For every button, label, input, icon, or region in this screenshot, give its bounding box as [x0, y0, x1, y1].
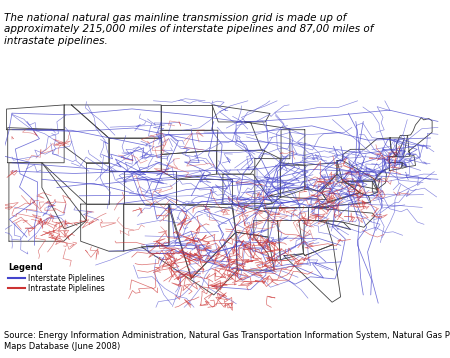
Polygon shape: [390, 138, 405, 157]
Polygon shape: [9, 163, 86, 241]
Polygon shape: [408, 118, 432, 156]
Polygon shape: [305, 163, 337, 191]
Polygon shape: [217, 150, 265, 174]
Polygon shape: [109, 138, 161, 171]
Polygon shape: [124, 171, 176, 204]
Polygon shape: [280, 165, 305, 198]
Polygon shape: [72, 105, 161, 138]
Polygon shape: [161, 130, 218, 155]
Polygon shape: [161, 105, 212, 130]
Polygon shape: [281, 130, 305, 165]
Polygon shape: [389, 162, 402, 171]
Polygon shape: [396, 135, 408, 157]
Polygon shape: [42, 163, 86, 229]
Polygon shape: [372, 181, 378, 192]
Polygon shape: [313, 193, 371, 207]
Polygon shape: [255, 159, 280, 208]
Polygon shape: [142, 204, 237, 295]
Polygon shape: [318, 221, 351, 229]
Polygon shape: [6, 105, 64, 130]
Polygon shape: [64, 105, 109, 163]
Polygon shape: [309, 207, 375, 227]
Polygon shape: [86, 163, 109, 204]
Polygon shape: [223, 174, 273, 204]
Polygon shape: [254, 221, 280, 260]
Polygon shape: [278, 221, 304, 260]
Text: Intrastate Piplelines: Intrastate Piplelines: [27, 284, 104, 293]
Polygon shape: [212, 105, 270, 122]
Polygon shape: [337, 138, 396, 182]
Polygon shape: [389, 156, 415, 166]
Polygon shape: [124, 204, 169, 251]
Text: The national natural gas mainline transmission grid is made up of
approximately : The national natural gas mainline transm…: [4, 13, 374, 46]
Polygon shape: [8, 128, 64, 163]
Text: Legend: Legend: [8, 263, 43, 272]
Polygon shape: [402, 163, 406, 168]
Polygon shape: [81, 204, 124, 251]
Polygon shape: [321, 174, 360, 202]
Text: Source: Energy Information Administration, Natural Gas Transportation Informatio: Source: Energy Information Administratio…: [4, 332, 450, 351]
Polygon shape: [284, 245, 341, 302]
Polygon shape: [345, 182, 378, 196]
Polygon shape: [236, 232, 274, 270]
Polygon shape: [337, 160, 380, 189]
Text: Interstate Piplelines: Interstate Piplelines: [27, 274, 104, 283]
Polygon shape: [176, 179, 232, 204]
Polygon shape: [161, 150, 217, 179]
Polygon shape: [245, 122, 290, 159]
Polygon shape: [270, 187, 326, 200]
Polygon shape: [299, 221, 333, 256]
Polygon shape: [169, 204, 236, 279]
Polygon shape: [264, 207, 328, 208]
Polygon shape: [232, 204, 268, 237]
Polygon shape: [374, 170, 387, 189]
